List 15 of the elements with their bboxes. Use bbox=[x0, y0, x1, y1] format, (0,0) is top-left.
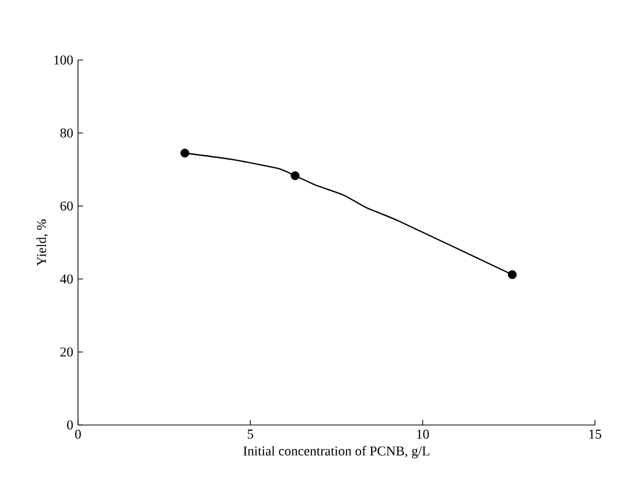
point bbox=[508, 270, 517, 280]
point bbox=[180, 148, 190, 158]
x-axis-title: Initial concentration of PCNB, g/L bbox=[243, 446, 430, 458]
y-tick-label: 100 bbox=[54, 55, 73, 65]
y-tick-label: 40 bbox=[60, 274, 73, 284]
x-tick-label: 10 bbox=[417, 430, 429, 439]
y-axis-title: Yield, % bbox=[36, 219, 48, 266]
x-tick-label: 0 bbox=[75, 430, 81, 439]
point bbox=[290, 171, 300, 180]
y-tick-label: 0 bbox=[67, 420, 73, 430]
x-tick-label: 15 bbox=[589, 430, 602, 439]
y-tick-label: 60 bbox=[60, 201, 73, 211]
y-tick-label: 20 bbox=[60, 347, 73, 357]
y-tick-label: 80 bbox=[60, 128, 73, 138]
x-tick-label: 5 bbox=[248, 430, 254, 439]
